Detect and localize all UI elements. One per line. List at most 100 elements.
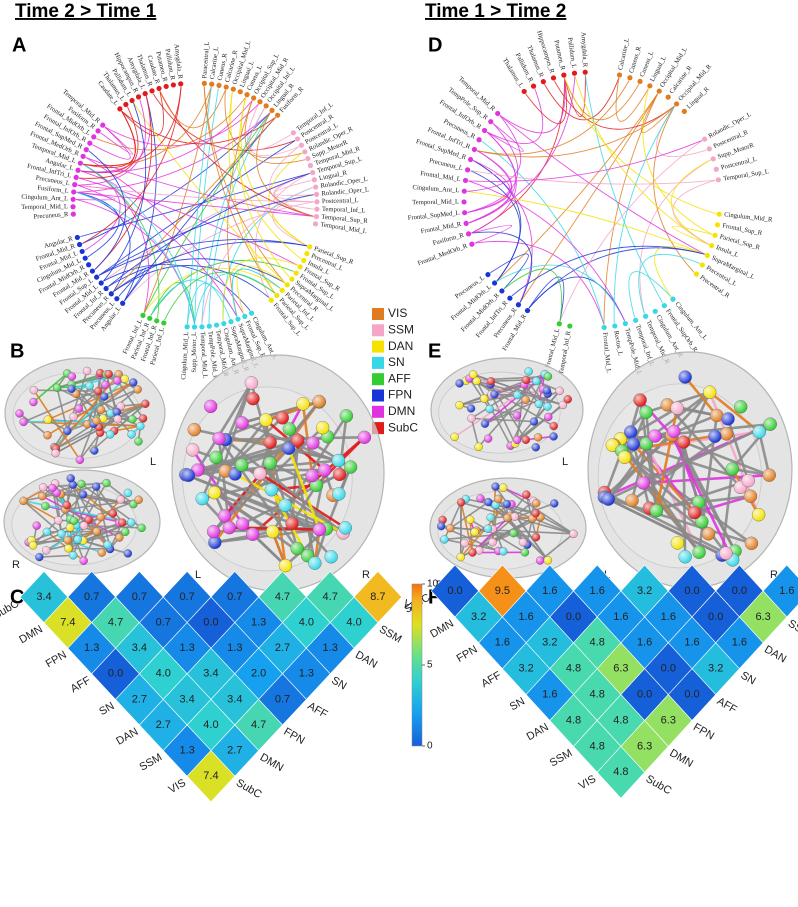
connection: [194, 88, 219, 325]
connection: [103, 102, 147, 282]
node: [462, 210, 468, 216]
node: [652, 308, 658, 314]
brain-node-shine: [85, 381, 94, 390]
triangle-heatmap: 3.4 0.7 0.7 0.7 0.7 4.7 4.7 8.7 SubC VIS 7.4 4.7 0.7…: [0, 570, 422, 803]
brain-node-shine: [555, 386, 564, 395]
brain-node-shine: [129, 378, 138, 387]
cell-value: 0.0: [566, 611, 581, 623]
col-label: DMN: [667, 747, 695, 770]
brain-node-shine: [53, 383, 62, 392]
connection: [255, 172, 310, 299]
brain-node-shine: [470, 528, 479, 537]
brain-node-shine: [469, 370, 478, 379]
node: [481, 127, 488, 134]
node: [86, 262, 92, 268]
node: [275, 112, 281, 118]
cell-value: 1.6: [542, 689, 557, 701]
node: [305, 155, 311, 162]
brain-node-shine: [670, 401, 684, 415]
node: [304, 251, 310, 257]
brain-edge: [39, 554, 74, 558]
cell-value: 0.0: [661, 663, 676, 675]
brain-node-shine: [752, 425, 766, 439]
brain-node-shine: [702, 527, 716, 541]
brain-node-shine: [106, 430, 115, 439]
node-label: Amygdala_R: [173, 44, 184, 80]
cell-value: 6.3: [637, 740, 652, 752]
brain-node-shine: [522, 375, 531, 384]
cell-value: 7.4: [203, 770, 218, 782]
brain-node-shine: [305, 469, 319, 483]
node: [242, 313, 248, 319]
brain-edge: [65, 498, 139, 511]
brain-node-shine: [51, 449, 60, 458]
brain-node-shine: [519, 538, 528, 547]
cell-value: 0.7: [132, 591, 147, 603]
brain-node-shine: [488, 538, 497, 547]
brain-node-shine: [502, 499, 511, 508]
connection: [499, 78, 566, 134]
node: [612, 323, 618, 329]
brain-node-shine: [100, 392, 109, 401]
brain-node-shine: [263, 456, 277, 470]
node: [268, 297, 274, 303]
connection: [519, 93, 659, 303]
brain-node-shine: [513, 391, 522, 400]
brain-edge: [630, 443, 648, 501]
brain-node-shine: [543, 372, 552, 381]
brain-node-shine: [29, 398, 38, 407]
brain-node-shine: [720, 427, 734, 441]
brain-node-shine: [121, 527, 130, 536]
brain-node-shine: [69, 412, 78, 421]
brain-node-shine: [212, 431, 226, 445]
connection: [639, 159, 711, 314]
node: [301, 257, 307, 263]
brain-render: [171, 354, 385, 592]
node: [313, 213, 320, 220]
node-label: Postcentral_L: [322, 197, 359, 205]
node: [70, 211, 76, 217]
brain-node-shine: [83, 420, 92, 429]
cell-value: 4.8: [613, 766, 628, 778]
legend-swatch: [372, 340, 384, 353]
brain-node-shine: [692, 545, 706, 559]
row-label: VIS: [577, 773, 598, 792]
brain-node-shine: [204, 399, 218, 413]
brain-node-shine: [513, 435, 522, 444]
brain-node-shine: [103, 540, 112, 549]
node: [191, 324, 198, 330]
connection: [118, 267, 146, 302]
node: [294, 136, 301, 142]
brain-edge: [471, 383, 525, 420]
brain-edge: [495, 504, 549, 561]
brain-node-shine: [633, 393, 647, 407]
connection: [159, 89, 226, 129]
brain-node-shine: [331, 454, 345, 468]
node: [530, 83, 537, 89]
cell-value: 1.3: [251, 617, 266, 629]
connection: [672, 179, 716, 245]
brain-node-shine: [316, 421, 330, 435]
connection: [247, 104, 299, 157]
connection: [468, 76, 576, 224]
node: [313, 184, 319, 190]
brain-edge: [290, 440, 300, 524]
brain-node-shine: [490, 390, 499, 399]
node-label: Temporal_Sup_R: [321, 214, 368, 225]
cell-value: 4.0: [346, 617, 361, 629]
brain-node-shine: [521, 435, 530, 444]
brain-node-shine: [624, 425, 638, 439]
cell-value: 4.8: [590, 637, 605, 649]
node: [91, 134, 97, 140]
node: [71, 189, 77, 195]
node: [257, 99, 263, 105]
node: [710, 156, 716, 162]
brain-edge: [468, 377, 491, 410]
node: [488, 119, 494, 125]
cell-value: 4.7: [275, 591, 290, 603]
node: [199, 324, 205, 330]
node: [515, 302, 522, 308]
node-label: Amygdala_R: [580, 32, 589, 68]
brain-node-shine: [450, 432, 459, 441]
node: [461, 199, 467, 205]
